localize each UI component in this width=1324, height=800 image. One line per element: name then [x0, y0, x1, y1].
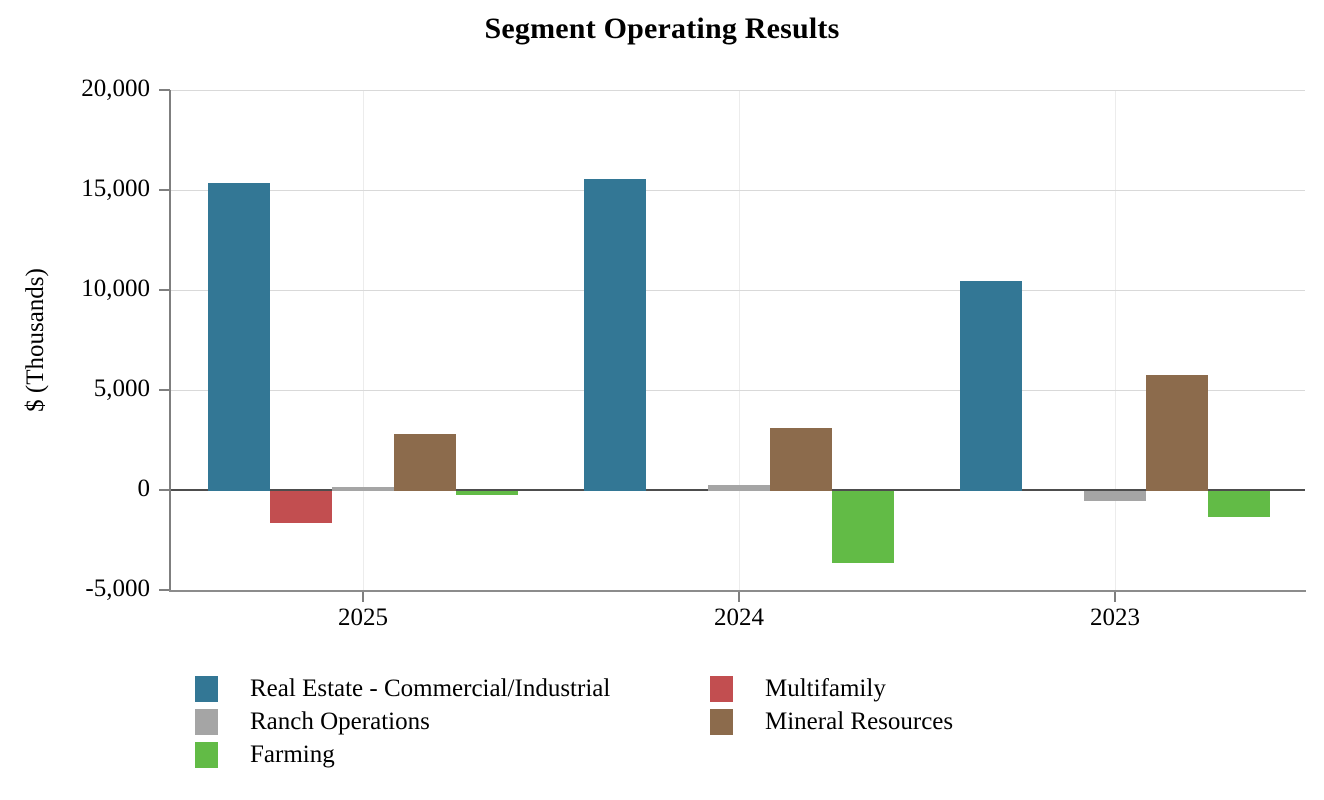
bar-real-estate-commercial-industrial-2025 — [208, 183, 270, 491]
legend-item-mineral-resources: Mineral Resources — [710, 705, 953, 738]
y-axis-tick — [159, 489, 170, 491]
category-gridline — [739, 90, 740, 590]
category-gridline — [363, 90, 364, 590]
y-axis-tick-label: 5,000 — [93, 374, 150, 402]
legend-column-right: Multifamily Mineral Resources — [710, 672, 953, 738]
category-gridline — [1115, 90, 1116, 590]
bar-farming-2023 — [1208, 491, 1270, 517]
legend-swatch-mineral-resources — [710, 708, 733, 735]
bar-ranch-operations-2025 — [332, 487, 394, 491]
chart-title: Segment Operating Results — [484, 12, 840, 45]
legend-item-ranch-operations: Ranch Operations — [195, 705, 610, 738]
x-axis-tick-label: 2024 — [714, 604, 764, 631]
x-axis-tick — [362, 592, 364, 602]
bar-farming-2024 — [832, 491, 894, 563]
y-axis-tick — [159, 589, 170, 591]
bar-mineral-resources-2025 — [394, 434, 456, 491]
legend-label-real-estate: Real Estate - Commercial/Industrial — [250, 675, 611, 702]
y-axis-tick-label: 20,000 — [81, 74, 150, 102]
bar-multifamily-2025 — [270, 491, 332, 523]
y-axis-tick-label: 15,000 — [81, 174, 150, 202]
y-gridline — [170, 190, 1305, 191]
legend-label-multifamily: Multifamily — [765, 675, 886, 702]
bar-farming-2025 — [456, 491, 518, 495]
legend-swatch-ranch-operations — [195, 708, 218, 735]
legend-label-ranch-operations: Ranch Operations — [250, 708, 430, 735]
x-axis-tick — [738, 592, 740, 602]
x-axis-tick-label: 2025 — [338, 604, 388, 631]
x-axis-tick — [1114, 592, 1116, 602]
y-gridline — [170, 90, 1305, 91]
legend-item-farming: Farming — [195, 738, 610, 771]
y-axis-tick — [159, 289, 170, 291]
legend-swatch-farming — [195, 741, 218, 768]
legend-label-farming: Farming — [250, 741, 335, 768]
x-axis-tick-label: 2023 — [1090, 604, 1140, 631]
y-axis-tick-label: 0 — [137, 474, 151, 502]
legend-swatch-multifamily — [710, 675, 733, 702]
y-axis-tick — [159, 189, 170, 191]
y-gridline — [170, 390, 1305, 391]
y-axis-line — [169, 90, 171, 592]
bar-real-estate-commercial-industrial-2024 — [584, 179, 646, 491]
y-axis-tick — [159, 389, 170, 391]
legend-label-mineral-resources: Mineral Resources — [765, 708, 954, 735]
y-axis-tick-label: -5,000 — [85, 574, 150, 602]
legend-item-multifamily: Multifamily — [710, 672, 953, 705]
y-axis-tick-label: 10,000 — [81, 274, 150, 302]
y-axis-tick — [159, 89, 170, 91]
bar-mineral-resources-2024 — [770, 428, 832, 491]
bar-ranch-operations-2023 — [1084, 491, 1146, 501]
bar-ranch-operations-2024 — [708, 485, 770, 491]
legend-item-real-estate: Real Estate - Commercial/Industrial — [195, 672, 610, 705]
bar-mineral-resources-2023 — [1146, 375, 1208, 491]
legend-swatch-real-estate — [195, 675, 218, 702]
legend: Real Estate - Commercial/Industrial Ranc… — [0, 672, 1324, 782]
bar-real-estate-commercial-industrial-2023 — [960, 281, 1022, 491]
x-axis-line — [169, 590, 1306, 592]
y-gridline — [170, 290, 1305, 291]
legend-column-left: Real Estate - Commercial/Industrial Ranc… — [195, 672, 610, 771]
